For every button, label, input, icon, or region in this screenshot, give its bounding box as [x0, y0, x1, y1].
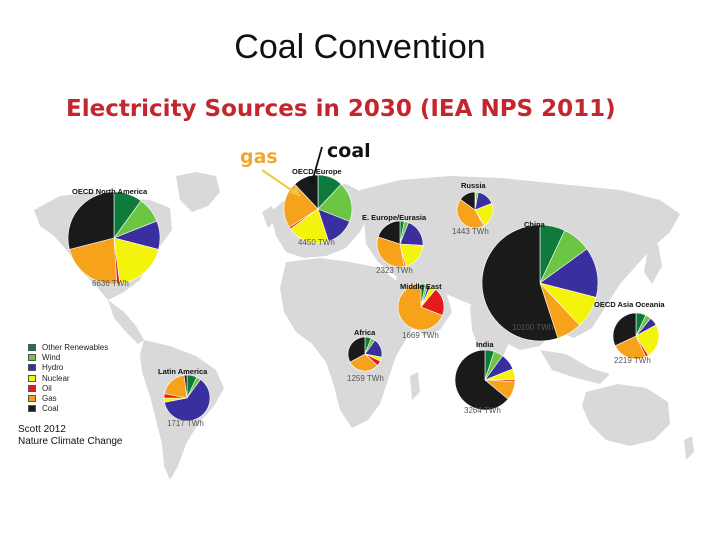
legend-swatch-nuclear — [28, 374, 36, 382]
region-label-oecd-europe: OECD Europe — [292, 167, 342, 176]
pie-slice-india-coal — [454, 349, 509, 411]
region-twh-russia: 1443 TWh — [452, 227, 489, 236]
greenland-landmass — [176, 172, 220, 212]
pie-slice-china-coal — [481, 224, 559, 342]
region-label-middle-east: Middle East — [400, 282, 442, 291]
pie-slice-oecd-asia-oceania-nuclear — [635, 324, 660, 356]
region-twh-china: 10100 TWh — [512, 323, 553, 332]
region-label-oecd-north-america: OECD North America — [72, 187, 148, 196]
legend-item-wind: Wind — [28, 352, 108, 362]
australia-landmass — [582, 384, 670, 446]
region-twh-latin-america: 1717 TWh — [167, 419, 204, 428]
source-citation: Scott 2012 Nature Climate Change — [18, 424, 123, 448]
legend-label-oil: Oil — [42, 383, 52, 393]
slide-title: Coal Convention — [234, 28, 486, 66]
gas-annotation: gas — [240, 146, 278, 168]
source-line-author: Scott 2012 — [18, 424, 66, 435]
pie-slice-oecd-europe-gas — [283, 183, 319, 228]
pie-slice-russia-gas — [456, 199, 485, 229]
uk-landmass — [262, 206, 276, 228]
madagascar-landmass — [410, 372, 420, 400]
region-label-africa: Africa — [354, 328, 376, 337]
africa-landmass — [280, 258, 420, 428]
region-label-china: China — [524, 220, 546, 229]
region-label-russia: Russia — [461, 181, 486, 190]
region-twh-middle-east: 1669 TWh — [402, 331, 439, 340]
legend-item-nuclear: Nuclear — [28, 373, 108, 383]
legend-label-gas: Gas — [42, 394, 57, 404]
pie-slice-e-europe-eurasia-coal — [377, 220, 401, 245]
pie-slice-oecd-north-america-coal — [67, 191, 115, 250]
legend-label-wind: Wind — [42, 352, 61, 362]
legend-item-oil: Oil — [28, 383, 108, 393]
region-twh-india: 3264 TWh — [464, 406, 501, 415]
pie-slice-oecd-north-america-nuclear — [113, 237, 159, 284]
region-label-latin-america: Latin America — [158, 367, 208, 376]
southeast-asia-landmass — [540, 350, 610, 384]
source-line-journal: Nature Climate Change — [18, 436, 123, 447]
region-label-e-europe-eurasia: E. Europe/Eurasia — [362, 213, 427, 222]
coal-annotation-arrow — [311, 146, 323, 183]
coal-annotation-arrowhead — [308, 176, 316, 186]
legend-item-gas: Gas — [28, 393, 108, 403]
central-america-landmass — [108, 300, 144, 344]
pie-slice-latin-america-coal — [183, 374, 188, 399]
legend-label-other-renewables: Other Renewables — [42, 342, 109, 352]
pie-slice-china-hydro — [539, 248, 599, 298]
legend-item-coal: Coal — [28, 404, 108, 414]
pie-slice-oecd-asia-oceania-coal — [612, 312, 637, 347]
chart-title: Electricity Sources in 2030 (IEA NPS 201… — [66, 96, 616, 122]
pie-slice-oecd-north-america-gas — [69, 237, 118, 285]
legend-label-nuclear: Nuclear — [42, 373, 70, 383]
gas-annotation-arrowhead — [290, 186, 300, 196]
region-label-oecd-asia-oceania: OECD Asia Oceania — [594, 300, 665, 309]
japan-landmass — [644, 244, 662, 284]
legend-label-hydro: Hydro — [42, 363, 64, 373]
region-twh-oecd-europe: 4450 TWh — [298, 238, 335, 247]
region-twh-oecd-asia-oceania: 2219 TWh — [614, 356, 651, 365]
region-twh-africa: 1259 TWh — [347, 374, 384, 383]
pie-slice-e-europe-eurasia-gas — [376, 236, 405, 268]
pie-slice-russia-coal — [460, 191, 476, 211]
legend-item-hydro: Hydro — [28, 363, 108, 373]
region-twh-e-europe-eurasia: 2323 TWh — [376, 266, 413, 275]
legend-swatch-hydro — [28, 364, 36, 372]
pie-slice-latin-america-hydro — [164, 378, 211, 422]
legend-swatch-other-renewables — [28, 343, 36, 351]
legend-swatch-wind — [28, 353, 36, 361]
coal-annotation: coal — [327, 140, 371, 162]
legend-swatch-gas — [28, 395, 36, 403]
legend-item-other-renewables: Other Renewables — [28, 342, 108, 352]
pie-slice-oecd-asia-oceania-gas — [614, 335, 647, 360]
pie-slice-africa-gas — [349, 353, 378, 372]
pie-slice-oecd-europe-nuclear — [290, 208, 329, 244]
legend-swatch-coal — [28, 405, 36, 413]
region-twh-oecd-north-america: 6636 TWh — [92, 279, 129, 288]
legend-label-coal: Coal — [42, 404, 59, 414]
pie-slice-africa-coal — [347, 336, 366, 363]
chart-legend: Other Renewables Wind Hydro Nuclear Oil Gas Co… — [28, 342, 108, 414]
new-zealand-landmass — [684, 436, 694, 460]
region-label-india: India — [476, 340, 494, 349]
legend-swatch-oil — [28, 384, 36, 392]
pie-slice-middle-east-gas — [397, 283, 443, 331]
pie-charts-layer: OECD North America 6636 TWh OECD Europe 445… — [67, 146, 665, 428]
